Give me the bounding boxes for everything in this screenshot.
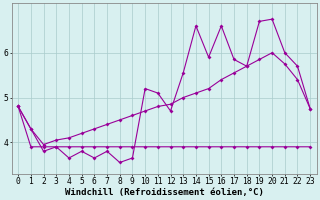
X-axis label: Windchill (Refroidissement éolien,°C): Windchill (Refroidissement éolien,°C) bbox=[65, 188, 264, 197]
